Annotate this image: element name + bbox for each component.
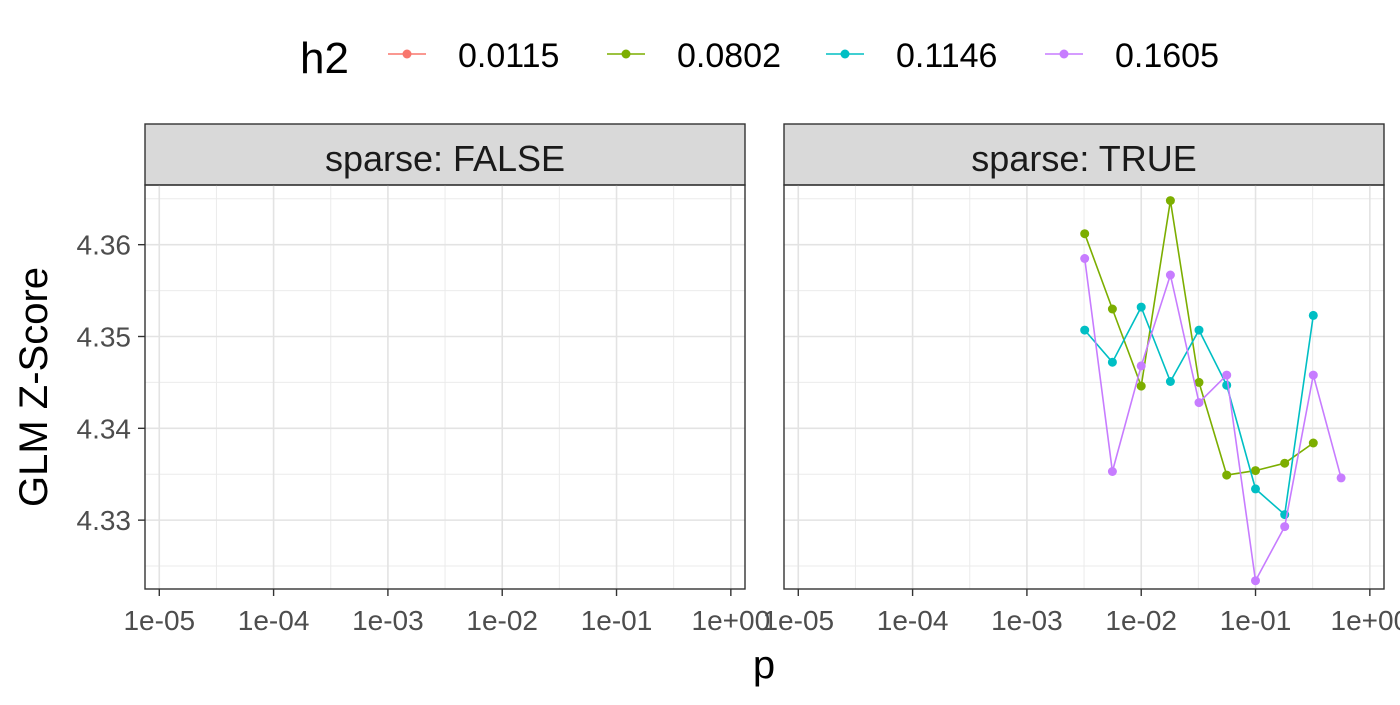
grid <box>784 185 1384 589</box>
data-marks <box>1080 196 1346 586</box>
series-0.0802 <box>1080 196 1318 480</box>
x-axis-title: p <box>753 643 775 687</box>
strip-background <box>144 123 746 186</box>
x-axis: 1e-05 1e-04 1e-03 1e-02 1e-01 1e+00 <box>762 589 1400 636</box>
data-point <box>1251 466 1260 476</box>
x-tick-label: 1e-02 <box>1105 605 1177 636</box>
data-point <box>1107 357 1117 367</box>
strip-background <box>783 123 1385 186</box>
y-tick-label: 4.36 <box>77 230 132 261</box>
legend-label: 0.0115 <box>458 37 559 75</box>
legend-label: 0.0802 <box>677 37 781 75</box>
data-point <box>1194 325 1204 335</box>
strip-label: sparse: TRUE <box>971 138 1196 179</box>
data-point <box>1222 380 1232 390</box>
legend-label: 0.1146 <box>896 37 997 75</box>
series-line <box>1083 258 1342 584</box>
x-tick-label: 1e+00 <box>1331 605 1400 636</box>
y-tick-label: 4.33 <box>77 505 132 536</box>
data-point <box>1308 438 1318 448</box>
series-0.1605 <box>1080 254 1346 586</box>
panel-border <box>144 184 746 590</box>
data-point <box>1136 381 1146 391</box>
y-tick-label: 4.34 <box>77 413 132 444</box>
data-point <box>1194 377 1204 387</box>
data-point <box>1080 254 1090 263</box>
x-tick-label: 1e-04 <box>238 605 310 636</box>
legend-entry-0.0115: 0.0115 <box>388 37 559 75</box>
data-point <box>1107 304 1117 314</box>
data-point <box>1080 325 1090 335</box>
data-point <box>1308 370 1318 380</box>
legend-label: 0.1605 <box>1115 37 1219 75</box>
y-axis-title: GLM Z-Score <box>12 267 56 507</box>
panel-sparse-false: sparse: FALSE 1e-05 1e-04 1e-03 1e-02 1e-01 1… <box>123 123 770 636</box>
grid <box>145 185 745 589</box>
x-tick-label: 1e+00 <box>692 605 771 636</box>
data-point <box>1222 470 1232 480</box>
data-point <box>1165 377 1175 386</box>
series-0.1146 <box>1080 302 1318 520</box>
legend-entry-0.1146: 0.1146 <box>826 37 997 75</box>
legend-title: h2 <box>300 34 349 83</box>
strip-label: sparse: FALSE <box>325 138 565 179</box>
legend-key-point <box>1059 49 1069 59</box>
y-axis: 4.33 4.34 4.35 4.36 <box>77 230 145 536</box>
data-point <box>1280 522 1290 532</box>
x-tick-label: 1e-03 <box>991 605 1063 636</box>
legend-key-point <box>840 49 850 59</box>
series-line <box>1083 200 1314 476</box>
panel-border <box>783 184 1385 590</box>
y-tick-label: 4.35 <box>77 322 132 353</box>
data-point <box>1165 270 1175 280</box>
data-point <box>1251 576 1260 586</box>
x-tick-label: 1e-05 <box>123 605 195 636</box>
series-line <box>1084 305 1315 517</box>
x-tick-label: 1e-01 <box>581 605 653 636</box>
data-point <box>1308 310 1318 320</box>
x-axis: 1e-05 1e-04 1e-03 1e-02 1e-01 1e+00 <box>123 589 770 636</box>
data-point <box>1165 196 1175 206</box>
data-point <box>1336 473 1346 483</box>
data-point <box>1136 302 1146 312</box>
data-point <box>1080 229 1090 239</box>
legend: h2 0.0115 0.0802 0.1146 0.1605 <box>300 34 1219 83</box>
x-tick-label: 1e-02 <box>466 605 538 636</box>
x-tick-label: 1e-03 <box>352 605 424 636</box>
legend-key-point <box>402 49 412 59</box>
legend-entry-0.1605: 0.1605 <box>1045 37 1219 75</box>
x-tick-label: 1e-01 <box>1220 605 1292 636</box>
data-point <box>1280 458 1290 468</box>
data-point <box>1194 398 1204 408</box>
data-point <box>1222 370 1232 380</box>
data-point <box>1136 361 1146 371</box>
data-point <box>1251 484 1260 494</box>
legend-key-point <box>621 49 631 59</box>
x-tick-label: 1e-05 <box>762 605 834 636</box>
legend-entry-0.0802: 0.0802 <box>607 37 781 75</box>
data-point <box>1107 467 1117 476</box>
panel-sparse-true: sparse: TRUE 1e-05 1e-04 1e-03 1e-02 1e-01 1e… <box>762 123 1400 636</box>
x-tick-label: 1e-04 <box>877 605 949 636</box>
